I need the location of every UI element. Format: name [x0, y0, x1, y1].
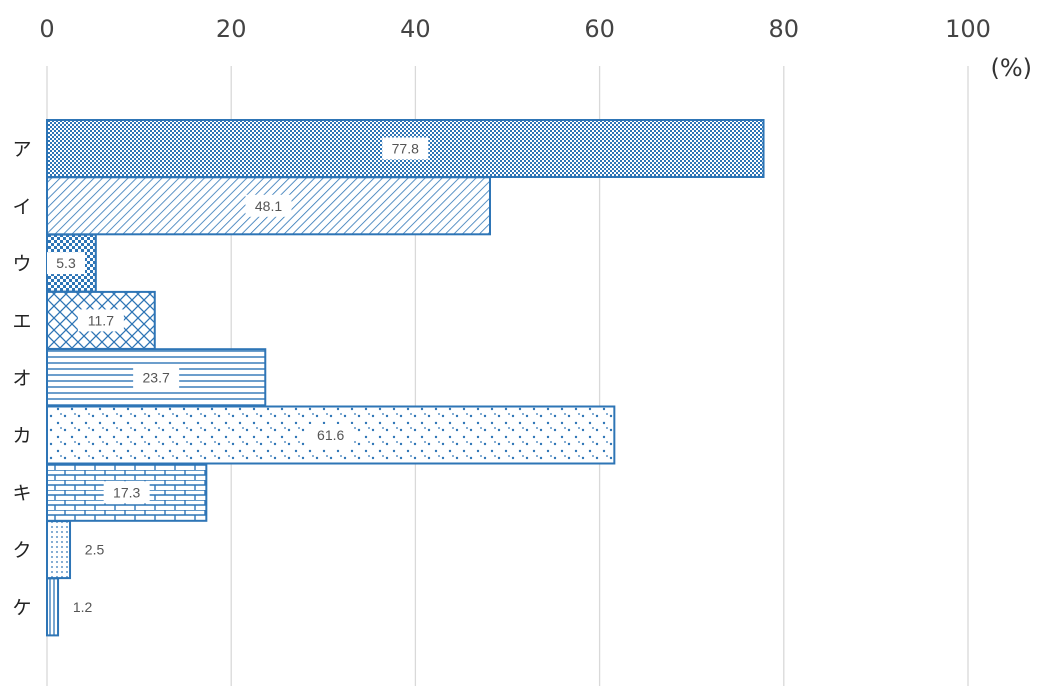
bar — [47, 521, 71, 579]
data-label-background — [133, 366, 180, 389]
data-label: 23.7 — [143, 370, 170, 386]
bar-outline — [46, 176, 492, 236]
x-axis-unit-label: (%) — [990, 54, 1032, 82]
category-label: キ — [12, 482, 31, 504]
x-tick-label: 0 — [39, 15, 54, 43]
category-label: ウ — [12, 253, 31, 275]
x-tick-label: 60 — [584, 15, 615, 43]
data-label-background — [245, 194, 292, 217]
x-tick-label: 100 — [945, 15, 991, 43]
category-label: カ — [12, 425, 31, 447]
data-label-background — [307, 424, 354, 446]
x-tick-label: 20 — [216, 15, 247, 43]
category-label: エ — [12, 310, 31, 332]
bar-outline — [46, 462, 208, 522]
category-label: オ — [12, 368, 31, 390]
data-label-background — [47, 252, 85, 275]
bar-outline — [46, 577, 60, 637]
data-label: 1.2 — [73, 599, 93, 615]
data-label: 2.5 — [85, 542, 105, 558]
data-label-background — [103, 481, 150, 504]
data-label: 61.6 — [317, 427, 344, 443]
category-label: イ — [12, 196, 31, 218]
data-label-background — [77, 309, 124, 332]
bars — [46, 119, 765, 637]
data-labels: 77.8 48.1 5.3 11.7 23.7 61.6 17.3 2.5 1.2 — [47, 137, 429, 615]
bar-outline — [46, 405, 616, 465]
data-label: 11.7 — [88, 312, 114, 328]
category-label: ア — [12, 139, 31, 161]
x-tick-label: 80 — [769, 15, 800, 43]
category-label: ク — [12, 540, 31, 562]
data-label: 48.1 — [255, 198, 282, 214]
bar — [47, 578, 59, 636]
data-label-background — [382, 137, 429, 160]
data-label: 17.3 — [113, 484, 140, 500]
x-tick-label: 40 — [400, 15, 431, 43]
x-axis: 0 20 40 60 80 100 — [39, 15, 991, 43]
data-label: 77.8 — [392, 141, 419, 157]
category-label: ケ — [12, 597, 31, 619]
data-label: 5.3 — [56, 255, 76, 271]
